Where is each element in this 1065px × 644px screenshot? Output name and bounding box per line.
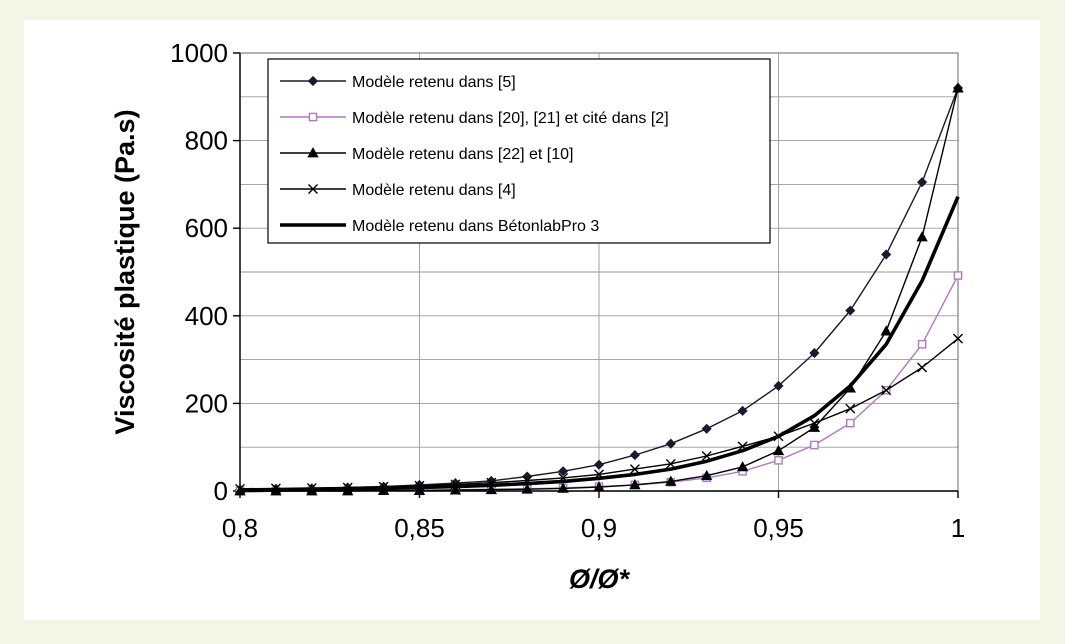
data-point: [881, 249, 892, 260]
data-point: [809, 347, 820, 359]
data-point-stroke: [629, 464, 640, 475]
legend-item-2: Modèle retenu dans [20], [21] et cité da…: [280, 110, 669, 127]
data-point: [916, 231, 928, 242]
legend-label: Modèle retenu dans [5]: [352, 74, 516, 91]
data-point: [845, 305, 856, 316]
data-point: [701, 469, 713, 481]
data-point: [307, 75, 319, 87]
data-point: [593, 459, 605, 470]
x-tick-label: 0,85: [394, 513, 445, 543]
legend-item-5: Modèle retenu dans BétonlabPro 3: [280, 218, 599, 235]
data-point: [593, 481, 605, 492]
x-tick-label: 0,8: [222, 513, 258, 543]
data-point: [629, 479, 641, 490]
data-point: [810, 440, 819, 450]
x-tick-label: 1: [951, 513, 965, 543]
data-point: [917, 339, 927, 349]
data-point-stroke: [737, 441, 748, 452]
data-point: [485, 483, 497, 495]
series-5: [239, 195, 960, 493]
series-group: [234, 82, 964, 496]
data-point: [701, 423, 712, 434]
data-point: [521, 483, 533, 494]
legend-box: [267, 58, 771, 244]
data-point: [557, 482, 569, 493]
data-point: [449, 484, 462, 495]
legend-label: Modèle retenu dans [20], [21] et cité da…: [352, 110, 669, 127]
legend: Modèle retenu dans [5] Modèle retenu dans…: [267, 58, 771, 244]
data-point: [665, 438, 676, 449]
legend-item-1: Modèle retenu dans [5]: [280, 74, 516, 91]
data-point: [558, 466, 569, 477]
data-point-stroke: [809, 418, 820, 429]
x-tick-label: 0,9: [581, 513, 617, 543]
y-tick-label: 600: [185, 213, 228, 243]
data-point-stroke: [665, 458, 676, 469]
data-point: [808, 421, 821, 432]
data-point-stroke: [917, 362, 928, 373]
data-point: [308, 184, 318, 194]
data-point: [629, 450, 640, 461]
data-point: [880, 325, 892, 336]
y-tick-label: 0: [214, 476, 228, 506]
data-point: [665, 475, 677, 486]
data-point-stroke: [308, 184, 318, 194]
y-axis-title: Viscosité plastique (Pa.s): [110, 109, 140, 434]
legend-item-3: Modèle retenu dans [22] et [10]: [280, 146, 573, 163]
legend-label: Modèle retenu dans BétonlabPro 3: [352, 218, 599, 235]
x-axis-title: Ø/Ø*: [569, 564, 631, 594]
series-line: [239, 195, 960, 493]
y-tick-label: 400: [185, 301, 228, 331]
tick-labels: 0 200 400 600 800 1000 0,8 0,85 0,9 0,95 1: [170, 38, 965, 543]
y-tick-label: 800: [185, 126, 228, 156]
data-point: [772, 444, 785, 456]
data-point-stroke: [701, 450, 712, 461]
data-point-stroke: [845, 403, 856, 414]
data-point: [952, 82, 964, 93]
data-point: [737, 405, 748, 416]
y-tick-label: 1000: [170, 38, 228, 68]
x-tick-label: 0,95: [753, 513, 804, 543]
data-point: [736, 461, 749, 472]
data-point: [881, 385, 892, 396]
legend-label: Modèle retenu dans [22] et [10]: [352, 146, 573, 163]
data-point: [774, 456, 783, 465]
data-point: [413, 484, 426, 495]
data-point-stroke: [953, 333, 963, 344]
data-point: [953, 333, 963, 344]
data-point-stroke: [881, 385, 892, 396]
data-point: [917, 362, 928, 373]
data-point: [307, 147, 319, 158]
series-3: [234, 82, 964, 496]
data-point: [953, 271, 963, 280]
data-point: [773, 380, 784, 391]
data-point: [629, 464, 640, 475]
data-point: [846, 418, 855, 428]
data-point: [845, 403, 856, 414]
data-point: [917, 177, 928, 188]
legend-label: Modèle retenu dans [4]: [352, 182, 516, 199]
data-point: [308, 112, 318, 122]
legend-item-4: Modèle retenu dans [4]: [280, 182, 516, 199]
y-tick-label: 200: [185, 388, 228, 418]
data-point: [809, 418, 820, 429]
